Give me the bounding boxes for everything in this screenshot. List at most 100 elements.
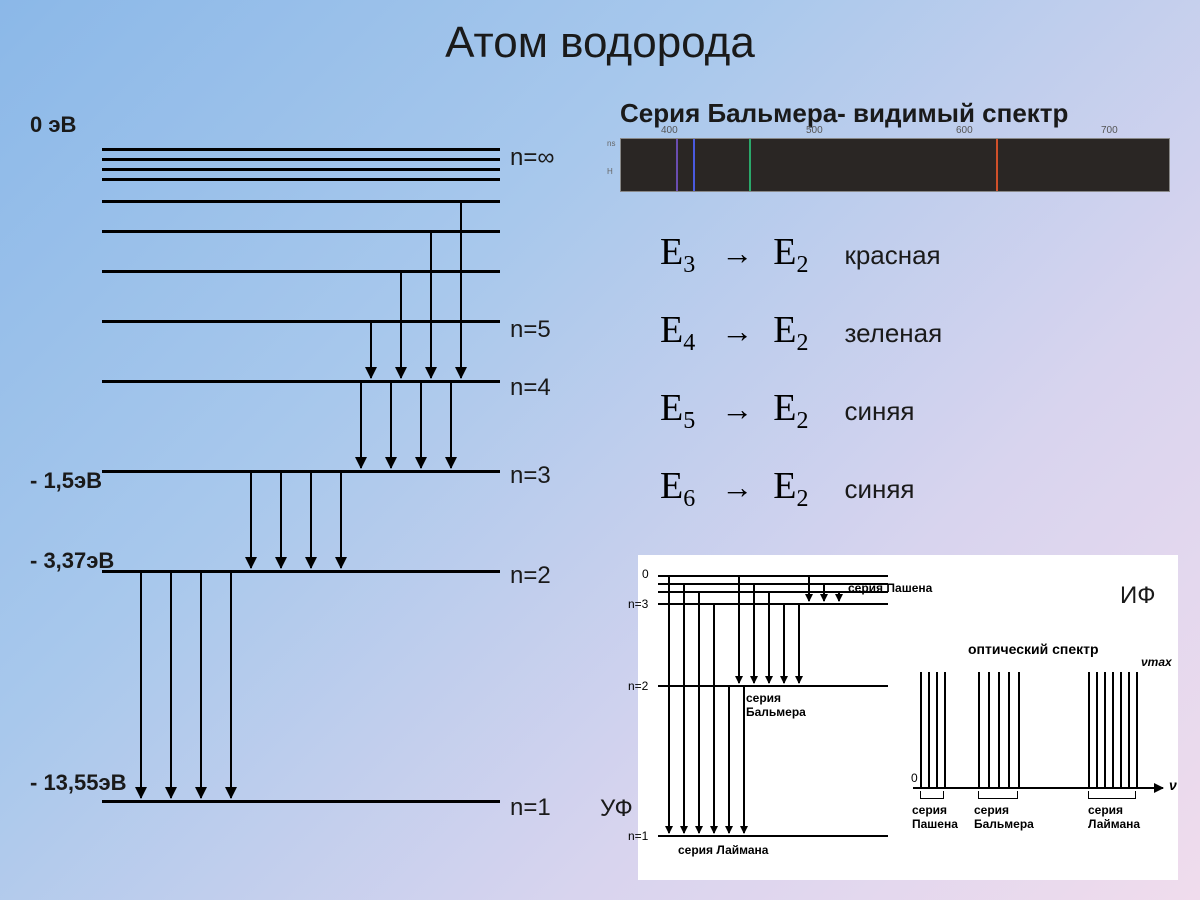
spectrum-vline (1008, 672, 1010, 787)
uv-label: УФ (600, 795, 633, 823)
spectrum-vline (988, 672, 990, 787)
visible-spectrum-bar: 400500600700nsH (620, 138, 1170, 192)
mini-series-label: Бальмера (746, 705, 806, 719)
line-color-name: синяя (844, 474, 914, 505)
spectrum-vline (1104, 672, 1106, 787)
transition-arrow (450, 380, 452, 468)
spectrum-vline (1128, 672, 1130, 787)
spectrum-vline (1088, 672, 1090, 787)
mini-arrow (728, 685, 730, 833)
transition-arrow (340, 470, 342, 568)
line-color-name: синяя (844, 396, 914, 427)
axis-zero: 0 (911, 771, 918, 785)
line-color-name: зеленая (844, 318, 942, 349)
energy-level-line (102, 168, 500, 171)
e-to: 2 (796, 408, 808, 435)
mini-arrow (698, 591, 700, 833)
transition-arrow (230, 570, 232, 798)
transition-arrow (420, 380, 422, 468)
spectrum-vline (944, 672, 946, 787)
energy-level-line (102, 158, 500, 161)
mini-arrow (668, 575, 670, 833)
spectral-line (676, 139, 678, 191)
energy-level-line (102, 148, 500, 151)
arrow-icon: → (721, 235, 753, 272)
e-symbol: E (773, 386, 796, 430)
mini-level-line (658, 685, 888, 687)
mini-arrow (783, 603, 785, 683)
transitions-list: E3→E2краснаяE4→E2зеленаяE5→E2синяяE6→E2с… (660, 230, 942, 542)
mini-arrow (753, 583, 755, 683)
n-label: n=1 (510, 794, 551, 822)
spectrum-tick: 700 (1101, 125, 1118, 136)
mini-arrow (713, 603, 715, 833)
energy-level-line (102, 570, 500, 573)
energy-level-line (102, 320, 500, 323)
transition-arrow (280, 470, 282, 568)
mini-arrow (823, 583, 825, 601)
arrow-icon: → (721, 391, 753, 428)
spectral-line (996, 139, 998, 191)
transition-arrow (390, 380, 392, 468)
energy-level-line (102, 470, 500, 473)
frequency-axis (913, 787, 1163, 789)
arrow-icon: → (721, 313, 753, 350)
n-label: n=3 (510, 462, 551, 490)
e-symbol: E (773, 308, 796, 352)
energy-label: 0 эВ (30, 112, 76, 138)
page-title: Атом водорода (445, 18, 755, 68)
energy-label: - 1,5эВ (30, 468, 102, 494)
optical-spectrum-label: оптический спектр (968, 641, 1099, 657)
mini-n-label: n=3 (628, 597, 648, 611)
energy-level-line (102, 380, 500, 383)
spectral-line (749, 139, 751, 191)
mini-arrow (743, 685, 745, 833)
arrow-icon: → (721, 469, 753, 506)
mini-level-line (658, 603, 888, 605)
spectrum-vline (1096, 672, 1098, 787)
transition-arrow (430, 230, 432, 378)
transition-arrow (170, 570, 172, 798)
transition-arrow (400, 270, 402, 378)
spectrum-vline (978, 672, 980, 787)
spectrum-vline (920, 672, 922, 787)
transition-row: E4→E2зеленая (660, 308, 942, 358)
balmer-subtitle: Серия Бальмера- видимый спектр (620, 98, 1068, 129)
e-to: 2 (796, 486, 808, 513)
energy-level-line (102, 178, 500, 181)
n-label: n=4 (510, 374, 551, 402)
e-to: 2 (796, 252, 808, 279)
transition-arrow (460, 200, 462, 378)
mini-arrow (683, 583, 685, 833)
energy-label: - 13,55эВ (30, 770, 127, 796)
mini-n-label: 0 (642, 567, 649, 581)
energy-level-line (102, 270, 500, 273)
e-symbol: E (660, 230, 683, 274)
spectrum-vline (936, 672, 938, 787)
brace (978, 791, 1018, 799)
spectrum-side-label: H (607, 167, 613, 176)
mini-n-label: n=1 (628, 829, 648, 843)
series-label: Лаймана (1088, 817, 1140, 831)
mini-level-line (658, 835, 888, 837)
e-from: 6 (683, 486, 695, 513)
mini-n-label: n=2 (628, 679, 648, 693)
spectrum-side-label: ns (607, 139, 615, 148)
e-symbol: E (773, 230, 796, 274)
mini-level-line (658, 575, 888, 577)
spectrum-tick: 400 (661, 125, 678, 136)
spectrum-tick: 600 (956, 125, 973, 136)
mini-arrow (768, 591, 770, 683)
spectrum-vline (928, 672, 930, 787)
nu-max-label: νmax (1141, 655, 1172, 669)
e-symbol: E (660, 464, 683, 508)
series-overview-diagram: 0n=3n=2n=1серия ПашенасерияБальмерасерия… (638, 555, 1178, 880)
energy-level-line (102, 800, 500, 803)
spectrum-vline (1120, 672, 1122, 787)
mini-series-label: серия Лаймана (678, 843, 768, 857)
n-label: n=2 (510, 562, 551, 590)
transition-arrow (310, 470, 312, 568)
series-label: Пашена (912, 817, 958, 831)
spectrum-vline (998, 672, 1000, 787)
mini-arrow (808, 575, 810, 601)
